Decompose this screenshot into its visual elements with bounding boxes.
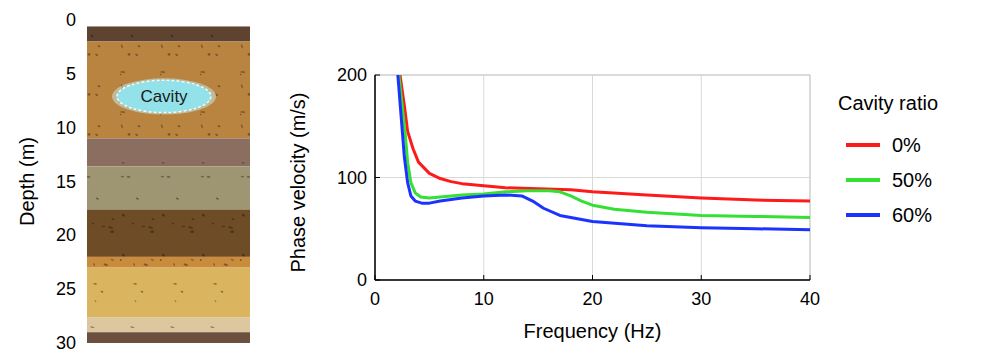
- x-tick-label: 0: [370, 289, 380, 309]
- x-tick: [810, 275, 811, 280]
- figure: Cavity 0 5 10 15 20 25 30 Depth (m) 0 10 20 30 40 0 100…: [0, 0, 1000, 363]
- plot-frame: [375, 75, 810, 280]
- y-axis-label: Phase velocity (m/s): [287, 92, 309, 272]
- depth-tick-label: 25: [56, 279, 76, 299]
- soil-layer: [87, 42, 250, 139]
- legend: Cavity ratio 0% 50% 60%: [838, 92, 938, 226]
- x-tick-label: 40: [800, 289, 820, 309]
- depth-label: Depth (m): [16, 137, 38, 226]
- cavity-label: Cavity: [140, 87, 188, 106]
- x-tick: [701, 275, 702, 280]
- axes: [375, 75, 810, 280]
- y-tick-label: 200: [337, 65, 367, 85]
- depth-tick-label: 5: [66, 64, 76, 84]
- depth-tick-label: 30: [56, 333, 76, 353]
- x-tick-label: 10: [474, 289, 494, 309]
- cavity: [117, 80, 211, 112]
- soil-layer: [87, 317, 250, 332]
- x-tick: [592, 275, 593, 280]
- soil-layer: [87, 209, 250, 256]
- depth-tick-label: 15: [56, 172, 76, 192]
- legend-swatch: [846, 178, 880, 182]
- cavity-glow: [112, 78, 216, 114]
- series-line: [398, 75, 810, 230]
- soil-layer: [87, 332, 250, 343]
- legend-label: 0%: [892, 134, 921, 156]
- series-line: [399, 75, 810, 217]
- depth-tick-label: 0: [66, 10, 76, 30]
- soil-layer: [87, 26, 250, 41]
- depth-tick-label: 20: [56, 225, 76, 245]
- series-line: [400, 75, 810, 201]
- x-tick: [375, 275, 376, 280]
- grid: [375, 75, 810, 280]
- soil-layer: [87, 138, 250, 166]
- y-tick: [375, 75, 380, 76]
- legend-swatch: [846, 213, 880, 217]
- x-tick-label: 30: [691, 289, 711, 309]
- soil-layer: [87, 268, 250, 318]
- soil-layer: [87, 166, 250, 209]
- x-axis-label: Frequency (Hz): [524, 320, 662, 342]
- legend-label: 50%: [892, 169, 932, 191]
- legend-swatch: [846, 143, 880, 147]
- y-tick: [375, 280, 380, 281]
- legend-title: Cavity ratio: [838, 92, 938, 114]
- x-tick-label: 20: [582, 289, 602, 309]
- soil-column: [87, 26, 250, 343]
- soil-layer: [87, 257, 250, 268]
- y-tick-label: 0: [357, 270, 367, 290]
- legend-label: 60%: [892, 204, 932, 226]
- series-group: [398, 75, 810, 230]
- depth-tick-label: 10: [56, 118, 76, 138]
- x-tick: [483, 275, 484, 280]
- y-tick-label: 100: [337, 168, 367, 188]
- y-tick: [375, 177, 380, 178]
